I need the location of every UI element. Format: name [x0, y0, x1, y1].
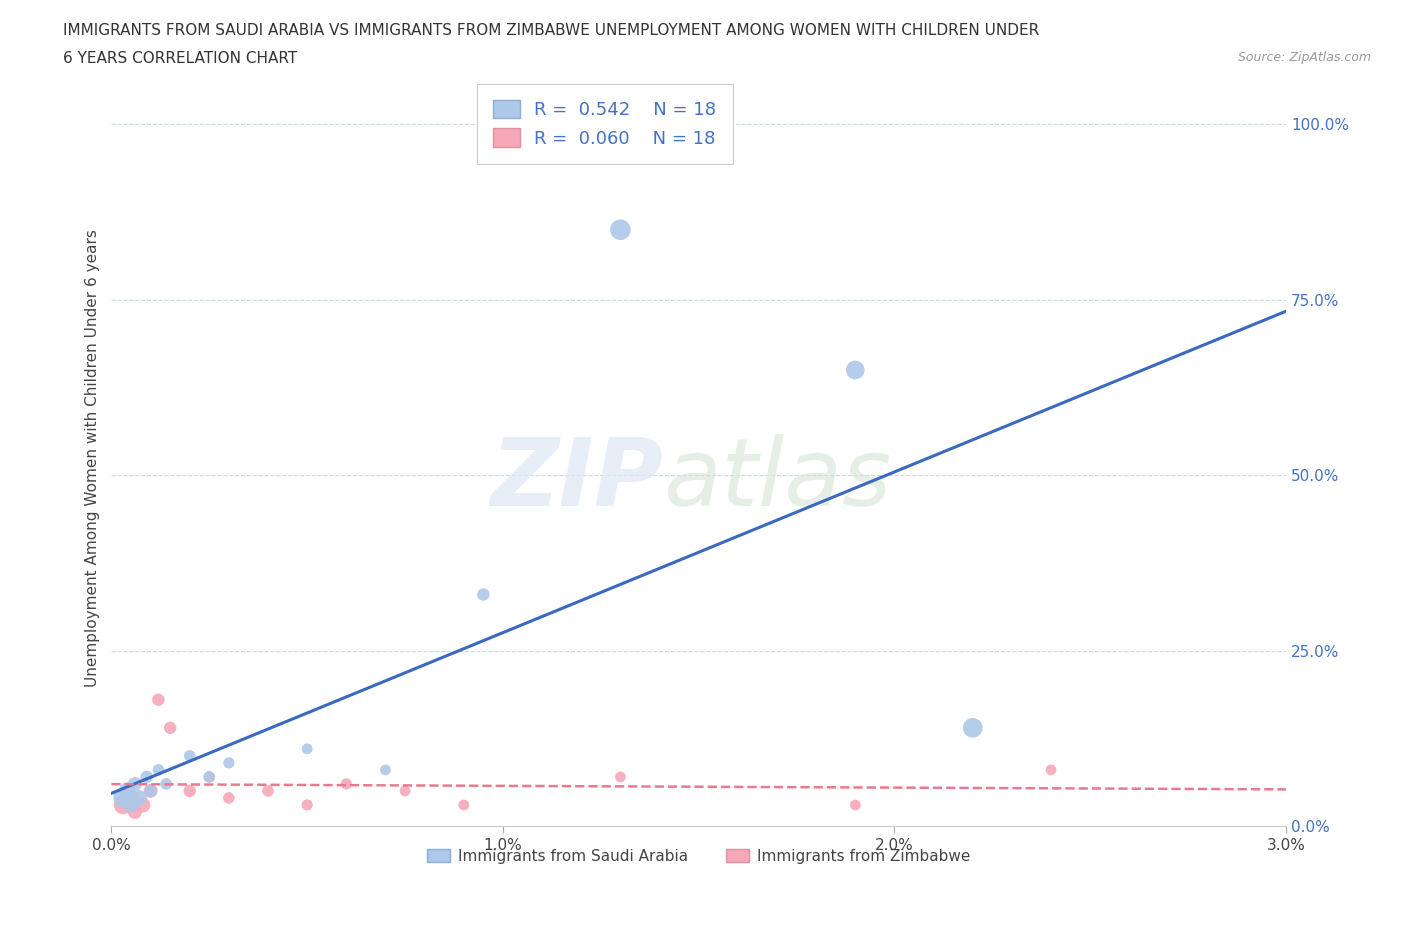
Point: [374, 763, 396, 777]
Point: [148, 692, 170, 707]
Point: [124, 804, 146, 819]
Point: [609, 769, 631, 784]
Legend: Immigrants from Saudi Arabia, Immigrants from Zimbabwe: Immigrants from Saudi Arabia, Immigrants…: [422, 843, 976, 870]
Text: Source: ZipAtlas.com: Source: ZipAtlas.com: [1237, 51, 1371, 64]
Point: [257, 783, 280, 798]
Point: [453, 798, 475, 813]
Point: [179, 783, 201, 798]
Text: atlas: atlas: [664, 434, 891, 525]
Y-axis label: Unemployment Among Women with Children Under 6 years: Unemployment Among Women with Children U…: [86, 229, 100, 686]
Point: [335, 777, 357, 791]
Point: [844, 798, 866, 813]
Point: [112, 798, 135, 813]
Point: [295, 741, 318, 756]
Point: [148, 763, 170, 777]
Point: [120, 798, 142, 813]
Point: [120, 790, 142, 805]
Point: [218, 755, 240, 770]
Point: [112, 790, 135, 805]
Point: [609, 222, 631, 237]
Point: [218, 790, 240, 805]
Point: [115, 783, 138, 798]
Point: [135, 769, 157, 784]
Point: [139, 783, 162, 798]
Point: [155, 777, 177, 791]
Point: [139, 783, 162, 798]
Point: [124, 777, 146, 791]
Point: [472, 587, 495, 602]
Point: [159, 721, 181, 736]
Text: IMMIGRANTS FROM SAUDI ARABIA VS IMMIGRANTS FROM ZIMBABWE UNEMPLOYMENT AMONG WOME: IMMIGRANTS FROM SAUDI ARABIA VS IMMIGRAN…: [63, 23, 1039, 38]
Point: [394, 783, 416, 798]
Point: [198, 769, 221, 784]
Point: [962, 721, 984, 736]
Point: [198, 769, 221, 784]
Point: [844, 363, 866, 378]
Point: [1040, 763, 1063, 777]
Point: [128, 790, 150, 805]
Point: [295, 798, 318, 813]
Text: ZIP: ZIP: [491, 433, 664, 525]
Text: 6 YEARS CORRELATION CHART: 6 YEARS CORRELATION CHART: [63, 51, 298, 66]
Point: [179, 749, 201, 764]
Point: [132, 798, 155, 813]
